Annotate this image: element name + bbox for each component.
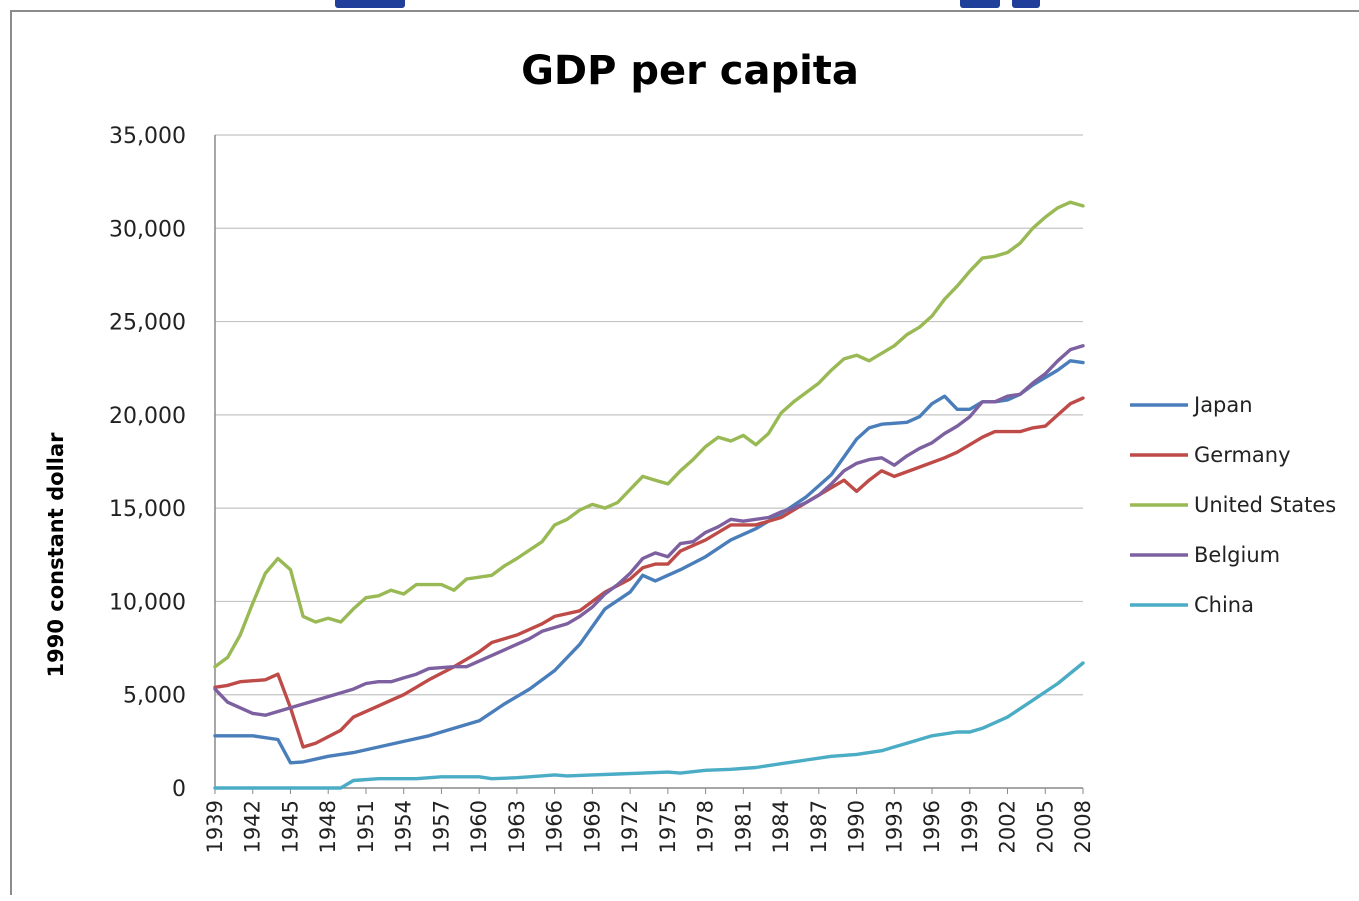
legend-label: United States [1194, 493, 1336, 517]
y-tick-label: 25,000 [109, 311, 186, 336]
legend: Japan Germany United States Belgium China [1130, 393, 1336, 617]
x-tick-label: 1990 [845, 800, 869, 853]
x-tick-label: 1981 [731, 800, 755, 853]
x-tick-label: 2005 [1033, 800, 1057, 853]
top-strip [0, 0, 1359, 10]
x-tick-label: 2002 [996, 800, 1020, 853]
x-tick-label: 1963 [505, 800, 529, 853]
y-tick-label: 15,000 [109, 497, 186, 522]
x-tick-label: 1984 [769, 800, 793, 853]
clipped-heading-fragment [960, 0, 1000, 8]
clipped-heading-fragment [1012, 0, 1040, 8]
chart-title: GDP per capita [521, 48, 859, 94]
clipped-heading-fragment [335, 0, 405, 8]
y-tick-label: 30,000 [109, 217, 186, 242]
series-line-china [213, 661, 1085, 790]
x-tick-label: 1972 [618, 800, 642, 853]
x-tick-label: 1948 [316, 800, 340, 853]
grid-lines [214, 134, 1083, 789]
x-tick-label: 2008 [1071, 800, 1095, 853]
x-tick-label: 1951 [354, 800, 378, 853]
x-tick-label: 1987 [807, 800, 831, 853]
legend-label: Belgium [1194, 543, 1280, 567]
y-tick-labels: 0 5,000 10,000 15,000 20,000 25,000 30,000 35,0… [109, 124, 186, 802]
x-tick-label: 1996 [920, 800, 944, 853]
y-tick-label: 0 [172, 777, 186, 802]
y-tick-label: 10,000 [109, 590, 186, 615]
x-tick-label: 1978 [694, 800, 718, 853]
series-line-japan [213, 359, 1085, 765]
chart-frame [10, 10, 1359, 895]
x-tick-label: 1975 [656, 800, 680, 853]
x-tick-label: 1957 [429, 800, 453, 853]
x-tick-label: 1939 [203, 800, 227, 853]
x-tick-label: 1954 [392, 800, 416, 853]
series-lines [213, 200, 1085, 790]
x-tick-label: 1993 [882, 800, 906, 853]
y-tick-label: 5,000 [123, 684, 186, 709]
y-axis-label: 1990 constant dollar [44, 432, 68, 678]
legend-label: China [1194, 593, 1254, 617]
x-tick-label: 1945 [278, 800, 302, 853]
legend-label: Japan [1192, 393, 1253, 417]
series-line-belgium [213, 344, 1085, 717]
x-tick-label: 1960 [467, 800, 491, 853]
x-tick-label: 1999 [958, 800, 982, 853]
x-tick-label: 1942 [241, 800, 265, 853]
series-line-germany [213, 396, 1085, 749]
x-tick-label: 1969 [580, 800, 604, 853]
x-tick-label: 1966 [543, 800, 567, 853]
legend-label: Germany [1194, 443, 1291, 467]
series-line-united-states [213, 200, 1085, 669]
y-tick-label: 35,000 [109, 124, 186, 149]
y-tick-label: 20,000 [109, 404, 186, 429]
x-tick-labels: 1939 1942 1945 1948 1951 1954 1957 1960 1963 1966… [203, 788, 1095, 853]
